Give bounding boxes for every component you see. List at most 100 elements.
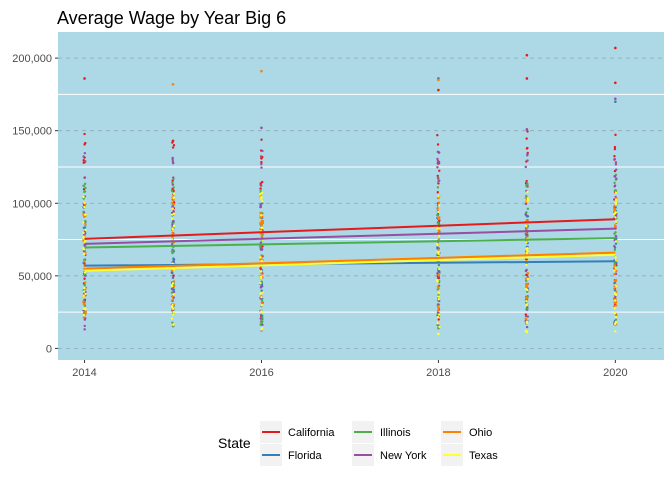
data-point (170, 269, 174, 272)
data-point (437, 238, 441, 241)
data-point (524, 330, 528, 333)
data-point-outlier (614, 46, 617, 50)
data-point (171, 227, 174, 230)
data-point (170, 287, 174, 291)
data-point (83, 283, 86, 287)
data-point (171, 321, 174, 324)
data-point (259, 281, 262, 285)
data-point (171, 282, 175, 285)
data-point (82, 197, 85, 200)
data-point (436, 191, 439, 194)
data-point (261, 202, 264, 205)
data-point (259, 292, 262, 295)
trend-line-california (84, 218, 616, 240)
data-point (172, 176, 175, 179)
data-point (525, 300, 528, 303)
data-point (260, 226, 263, 229)
data-point (172, 249, 175, 252)
trend-lines (84, 218, 616, 272)
data-point (260, 138, 263, 141)
data-point (84, 292, 87, 296)
data-point (259, 256, 262, 259)
y-tick-label: 150,000 (12, 126, 52, 138)
data-point-outlier (525, 53, 529, 57)
y-tick-label: 200,000 (12, 53, 52, 65)
chart-title: Average Wage by Year Big 6 (57, 8, 286, 28)
data-point (526, 277, 530, 281)
data-point (259, 184, 263, 187)
data-point-outlier (614, 100, 617, 103)
data-point (260, 220, 264, 224)
data-point (613, 154, 616, 158)
data-point (260, 191, 263, 195)
data-point (613, 145, 617, 149)
data-point (82, 221, 85, 224)
data-point (614, 293, 618, 297)
data-point (172, 274, 175, 278)
data-point (172, 144, 176, 147)
data-point (613, 272, 616, 276)
data-point (437, 273, 441, 277)
data-point (614, 234, 618, 238)
data-point (83, 318, 87, 321)
data-point (172, 310, 175, 314)
data-point (437, 252, 440, 256)
data-point-outlier (260, 156, 263, 160)
data-point (82, 290, 86, 293)
data-point (437, 313, 441, 316)
data-point (82, 231, 85, 235)
data-point (613, 304, 616, 308)
y-tick-label: 100,000 (12, 198, 52, 210)
data-point-outlier (83, 77, 86, 80)
data-point (437, 195, 440, 198)
data-point (261, 149, 264, 153)
data-point (260, 277, 263, 280)
data-point (437, 298, 440, 301)
x-tick-label: 2016 (249, 367, 273, 379)
legend: State California Florida Illinois New York O… (218, 421, 498, 466)
data-point (438, 325, 441, 328)
data-point (261, 200, 264, 203)
data-point (525, 137, 528, 140)
data-point (172, 201, 176, 204)
data-point (260, 299, 264, 302)
data-point (83, 244, 86, 247)
data-point (525, 321, 529, 325)
data-point (614, 284, 617, 287)
data-point (83, 151, 87, 155)
data-point (259, 269, 263, 273)
data-point-outlier (614, 81, 617, 85)
data-point (83, 328, 86, 331)
data-point (614, 304, 618, 307)
data-point (172, 220, 175, 223)
data-point (260, 295, 263, 299)
data-point (172, 280, 176, 283)
data-point (524, 196, 527, 200)
data-point (436, 186, 440, 189)
data-point-outlier (260, 69, 263, 73)
data-point (614, 216, 617, 219)
data-point (614, 315, 618, 319)
data-point (437, 263, 441, 267)
data-point (172, 307, 175, 310)
data-point (614, 203, 618, 206)
data-point (260, 248, 264, 251)
data-point (613, 147, 617, 151)
data-point (172, 224, 176, 228)
data-point (438, 204, 441, 207)
data-point (172, 288, 176, 292)
plot-background (58, 32, 664, 360)
data-point (82, 184, 86, 188)
legend-label-illinois: Illinois (380, 427, 411, 439)
data-point (613, 269, 616, 272)
data-point (526, 207, 530, 211)
data-point (259, 323, 262, 326)
data-point-outlier (171, 82, 175, 86)
data-point (614, 318, 618, 321)
data-point (436, 143, 440, 146)
data-point (84, 228, 87, 232)
data-point (83, 190, 86, 194)
data-point (526, 306, 529, 309)
data-point (170, 291, 174, 294)
data-point (170, 213, 174, 216)
